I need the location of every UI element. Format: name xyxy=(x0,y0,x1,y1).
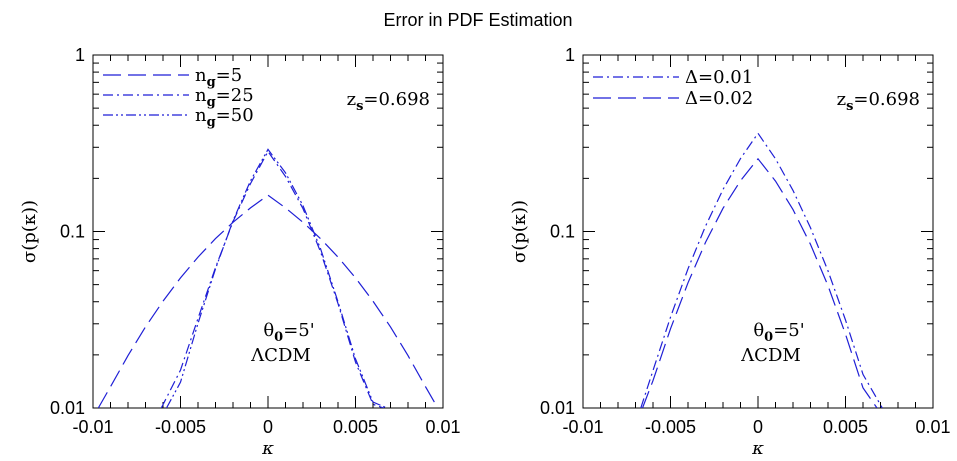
x-tick-label: 0.01 xyxy=(425,417,460,437)
y-axis-label: σ(p(κ)) xyxy=(509,200,530,263)
series-line-1 xyxy=(97,194,439,408)
series-line-2 xyxy=(641,157,878,408)
legend-label: ng=25 xyxy=(195,85,254,110)
series-line-3 xyxy=(165,148,388,408)
series-line-2 xyxy=(160,150,384,408)
x-tick-label: 0.005 xyxy=(333,417,378,437)
annotation-redshift: zs=0.698 xyxy=(837,89,920,114)
annotation-model: ΛCDM xyxy=(250,345,311,366)
annotation-theta: θ0=5' xyxy=(753,320,804,345)
y-tick-label: 1 xyxy=(75,45,85,65)
x-tick-label: 0.01 xyxy=(915,417,950,437)
right-panel: -0.01 -0.005 0 0.005 0.01 0.01 0.1 1 κ σ(p(κ)) Δ=0… xyxy=(509,45,951,459)
x-axis-label: κ xyxy=(751,438,764,459)
x-axis-label: κ xyxy=(261,438,274,459)
annotation-model: ΛCDM xyxy=(740,345,801,366)
legend-label: Δ=0.01 xyxy=(685,67,753,88)
series-line-1 xyxy=(640,132,883,408)
x-tick-label: -0.005 xyxy=(155,417,206,437)
x-tick-label: 0.005 xyxy=(823,417,868,437)
y-tick-label: 0.1 xyxy=(550,222,575,242)
legend-label: ng=5 xyxy=(195,65,242,90)
y-tick-label: 1 xyxy=(565,45,575,65)
y-tick-label: 0.1 xyxy=(60,222,85,242)
x-tick-label: 0 xyxy=(753,417,763,437)
y-tick-label: 0.01 xyxy=(540,398,575,418)
x-tick-label: 0 xyxy=(263,417,273,437)
annotation-theta: θ0=5' xyxy=(263,320,314,345)
x-tick-label: -0.01 xyxy=(72,417,113,437)
figure-title: Error in PDF Estimation xyxy=(383,10,572,30)
y-tick-label: 0.01 xyxy=(50,398,85,418)
x-tick-label: -0.005 xyxy=(645,417,696,437)
y-axis-label: σ(p(κ)) xyxy=(19,200,40,263)
x-tick-label: -0.01 xyxy=(562,417,603,437)
legend-label: Δ=0.02 xyxy=(685,88,753,109)
left-panel: -0.01 -0.005 0 0.005 0.01 0.01 0.1 1 κ σ(p(κ)) ng=… xyxy=(19,45,461,459)
legend-label: ng=50 xyxy=(195,105,254,130)
annotation-redshift: zs=0.698 xyxy=(347,89,430,114)
